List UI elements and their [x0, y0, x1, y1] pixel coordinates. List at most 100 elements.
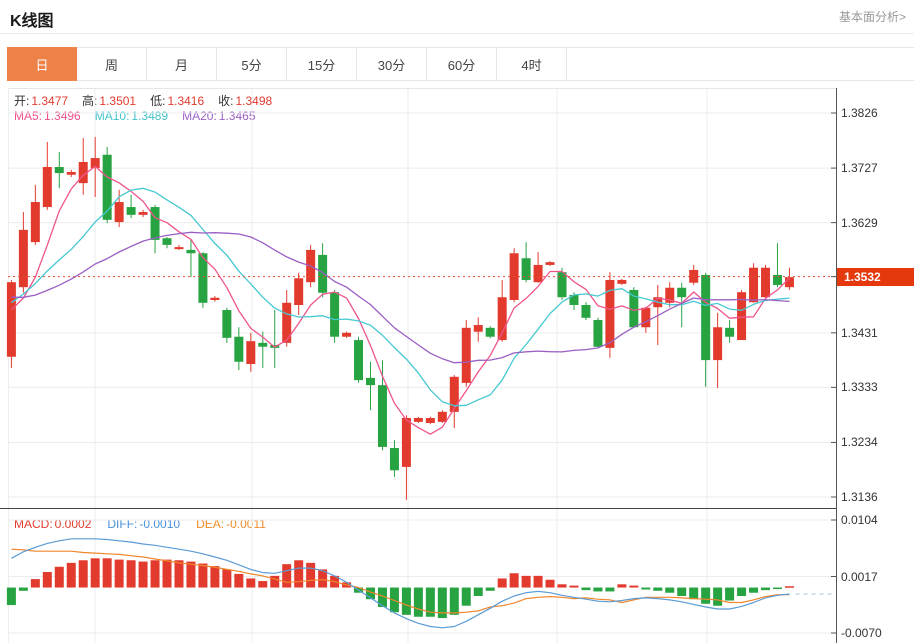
- candle-body: [641, 307, 651, 328]
- macd-bar: [306, 562, 316, 588]
- macd-bar: [772, 587, 782, 590]
- tab-15分[interactable]: 15分: [287, 48, 357, 80]
- macd-bar: [725, 587, 735, 601]
- candle-body: [210, 297, 220, 300]
- macd-bar: [677, 587, 687, 596]
- macd-bar: [629, 585, 639, 588]
- candle-body: [150, 207, 160, 240]
- candle-body: [30, 202, 40, 243]
- candle-body: [18, 229, 28, 288]
- macd-bar: [102, 558, 112, 588]
- macd-bar: [761, 587, 771, 591]
- candle-body: [485, 327, 495, 337]
- macd-bar: [701, 587, 711, 604]
- candle-body: [425, 417, 435, 423]
- macd-bar: [246, 578, 256, 588]
- candle-body: [102, 154, 112, 220]
- header-divider: [0, 33, 914, 34]
- candle-body: [222, 310, 232, 338]
- macd-bar: [78, 560, 88, 588]
- legend-item: 低: 1.3416: [150, 94, 205, 108]
- candle-body: [234, 336, 244, 362]
- tab-日[interactable]: 日: [7, 47, 77, 81]
- candle-body: [449, 376, 459, 412]
- y-axis-tick-label: 1.3136: [841, 490, 878, 504]
- fundamental-analysis-link[interactable]: 基本面分析>: [838, 10, 906, 24]
- macd-bar: [497, 578, 507, 588]
- y-axis-tick-label: 1.3234: [841, 435, 878, 450]
- macd-bar: [401, 587, 411, 615]
- candle-body: [42, 166, 52, 208]
- candle-body: [545, 262, 555, 265]
- tab-30分[interactable]: 30分: [357, 48, 427, 80]
- candlestick-macd-chart[interactable]: [0, 88, 914, 643]
- macd-bar: [461, 587, 471, 606]
- macd-bar: [425, 587, 435, 617]
- macd-bar: [665, 587, 675, 593]
- candle-body: [198, 253, 208, 303]
- candle-body: [342, 332, 352, 337]
- candle-body: [461, 327, 471, 383]
- macd-bar: [737, 587, 747, 596]
- macd-bar: [150, 560, 160, 588]
- candle-body: [126, 207, 136, 215]
- tab-周[interactable]: 周: [77, 48, 147, 80]
- macd-bar: [689, 587, 699, 600]
- macd-bar: [449, 587, 459, 615]
- macd-bar: [174, 560, 184, 588]
- macd-bar: [222, 569, 232, 588]
- candle-body: [174, 247, 184, 250]
- candle-body: [330, 292, 340, 337]
- macd-bar: [258, 581, 268, 588]
- candle-body: [617, 279, 627, 284]
- candle-body: [366, 377, 375, 386]
- candle-body: [581, 305, 591, 318]
- legend-item: 收: 1.3498: [218, 94, 273, 108]
- macd-bar: [270, 575, 280, 588]
- macd-bar: [617, 584, 627, 588]
- y-axis-tick-label: 0.0104: [841, 513, 878, 527]
- candle-body: [557, 272, 567, 298]
- candle-body: [737, 292, 747, 341]
- macd-bar: [784, 586, 794, 588]
- candle-body: [114, 202, 124, 223]
- current-price-badge: 1.3532: [837, 267, 914, 286]
- tab-4时[interactable]: 4时: [497, 48, 567, 80]
- macd-bar: [641, 587, 651, 590]
- macd-bar: [282, 564, 292, 588]
- macd-bar: [377, 587, 387, 608]
- y-axis-tick-label: 1.3826: [841, 106, 878, 120]
- candle-body: [605, 279, 615, 348]
- candle-body: [377, 385, 387, 447]
- candle-body: [6, 282, 16, 357]
- macd-bar: [437, 587, 447, 619]
- candle-body: [389, 448, 399, 471]
- macd-bar: [138, 561, 148, 588]
- candle-body: [437, 411, 447, 422]
- macd-bar: [413, 587, 423, 617]
- candle-body: [761, 267, 771, 298]
- legend-item: 开: 1.3477: [14, 94, 69, 108]
- candle-body: [294, 278, 304, 305]
- candle-body: [138, 212, 148, 215]
- macd-bar: [593, 587, 603, 592]
- candle-body: [784, 277, 794, 288]
- tab-月[interactable]: 月: [147, 48, 217, 80]
- macd-bar: [533, 575, 543, 588]
- macd-bar: [18, 587, 28, 591]
- y-axis-tick-label: -0.0070: [841, 626, 882, 640]
- macd-bar: [162, 559, 172, 588]
- macd-bar: [210, 566, 220, 588]
- macd-bar: [294, 560, 304, 588]
- macd-bar: [509, 573, 519, 588]
- macd-bar: [581, 587, 591, 591]
- y-axis-tick-label: 1.3431: [841, 325, 878, 340]
- tab-5分[interactable]: 5分: [217, 48, 287, 80]
- candle-body: [246, 341, 256, 364]
- y-axis-tick-label: 1.3629: [841, 215, 878, 230]
- macd-bar: [42, 571, 52, 588]
- tab-60分[interactable]: 60分: [427, 48, 497, 80]
- candle-body: [629, 289, 639, 328]
- candle-body: [401, 417, 411, 467]
